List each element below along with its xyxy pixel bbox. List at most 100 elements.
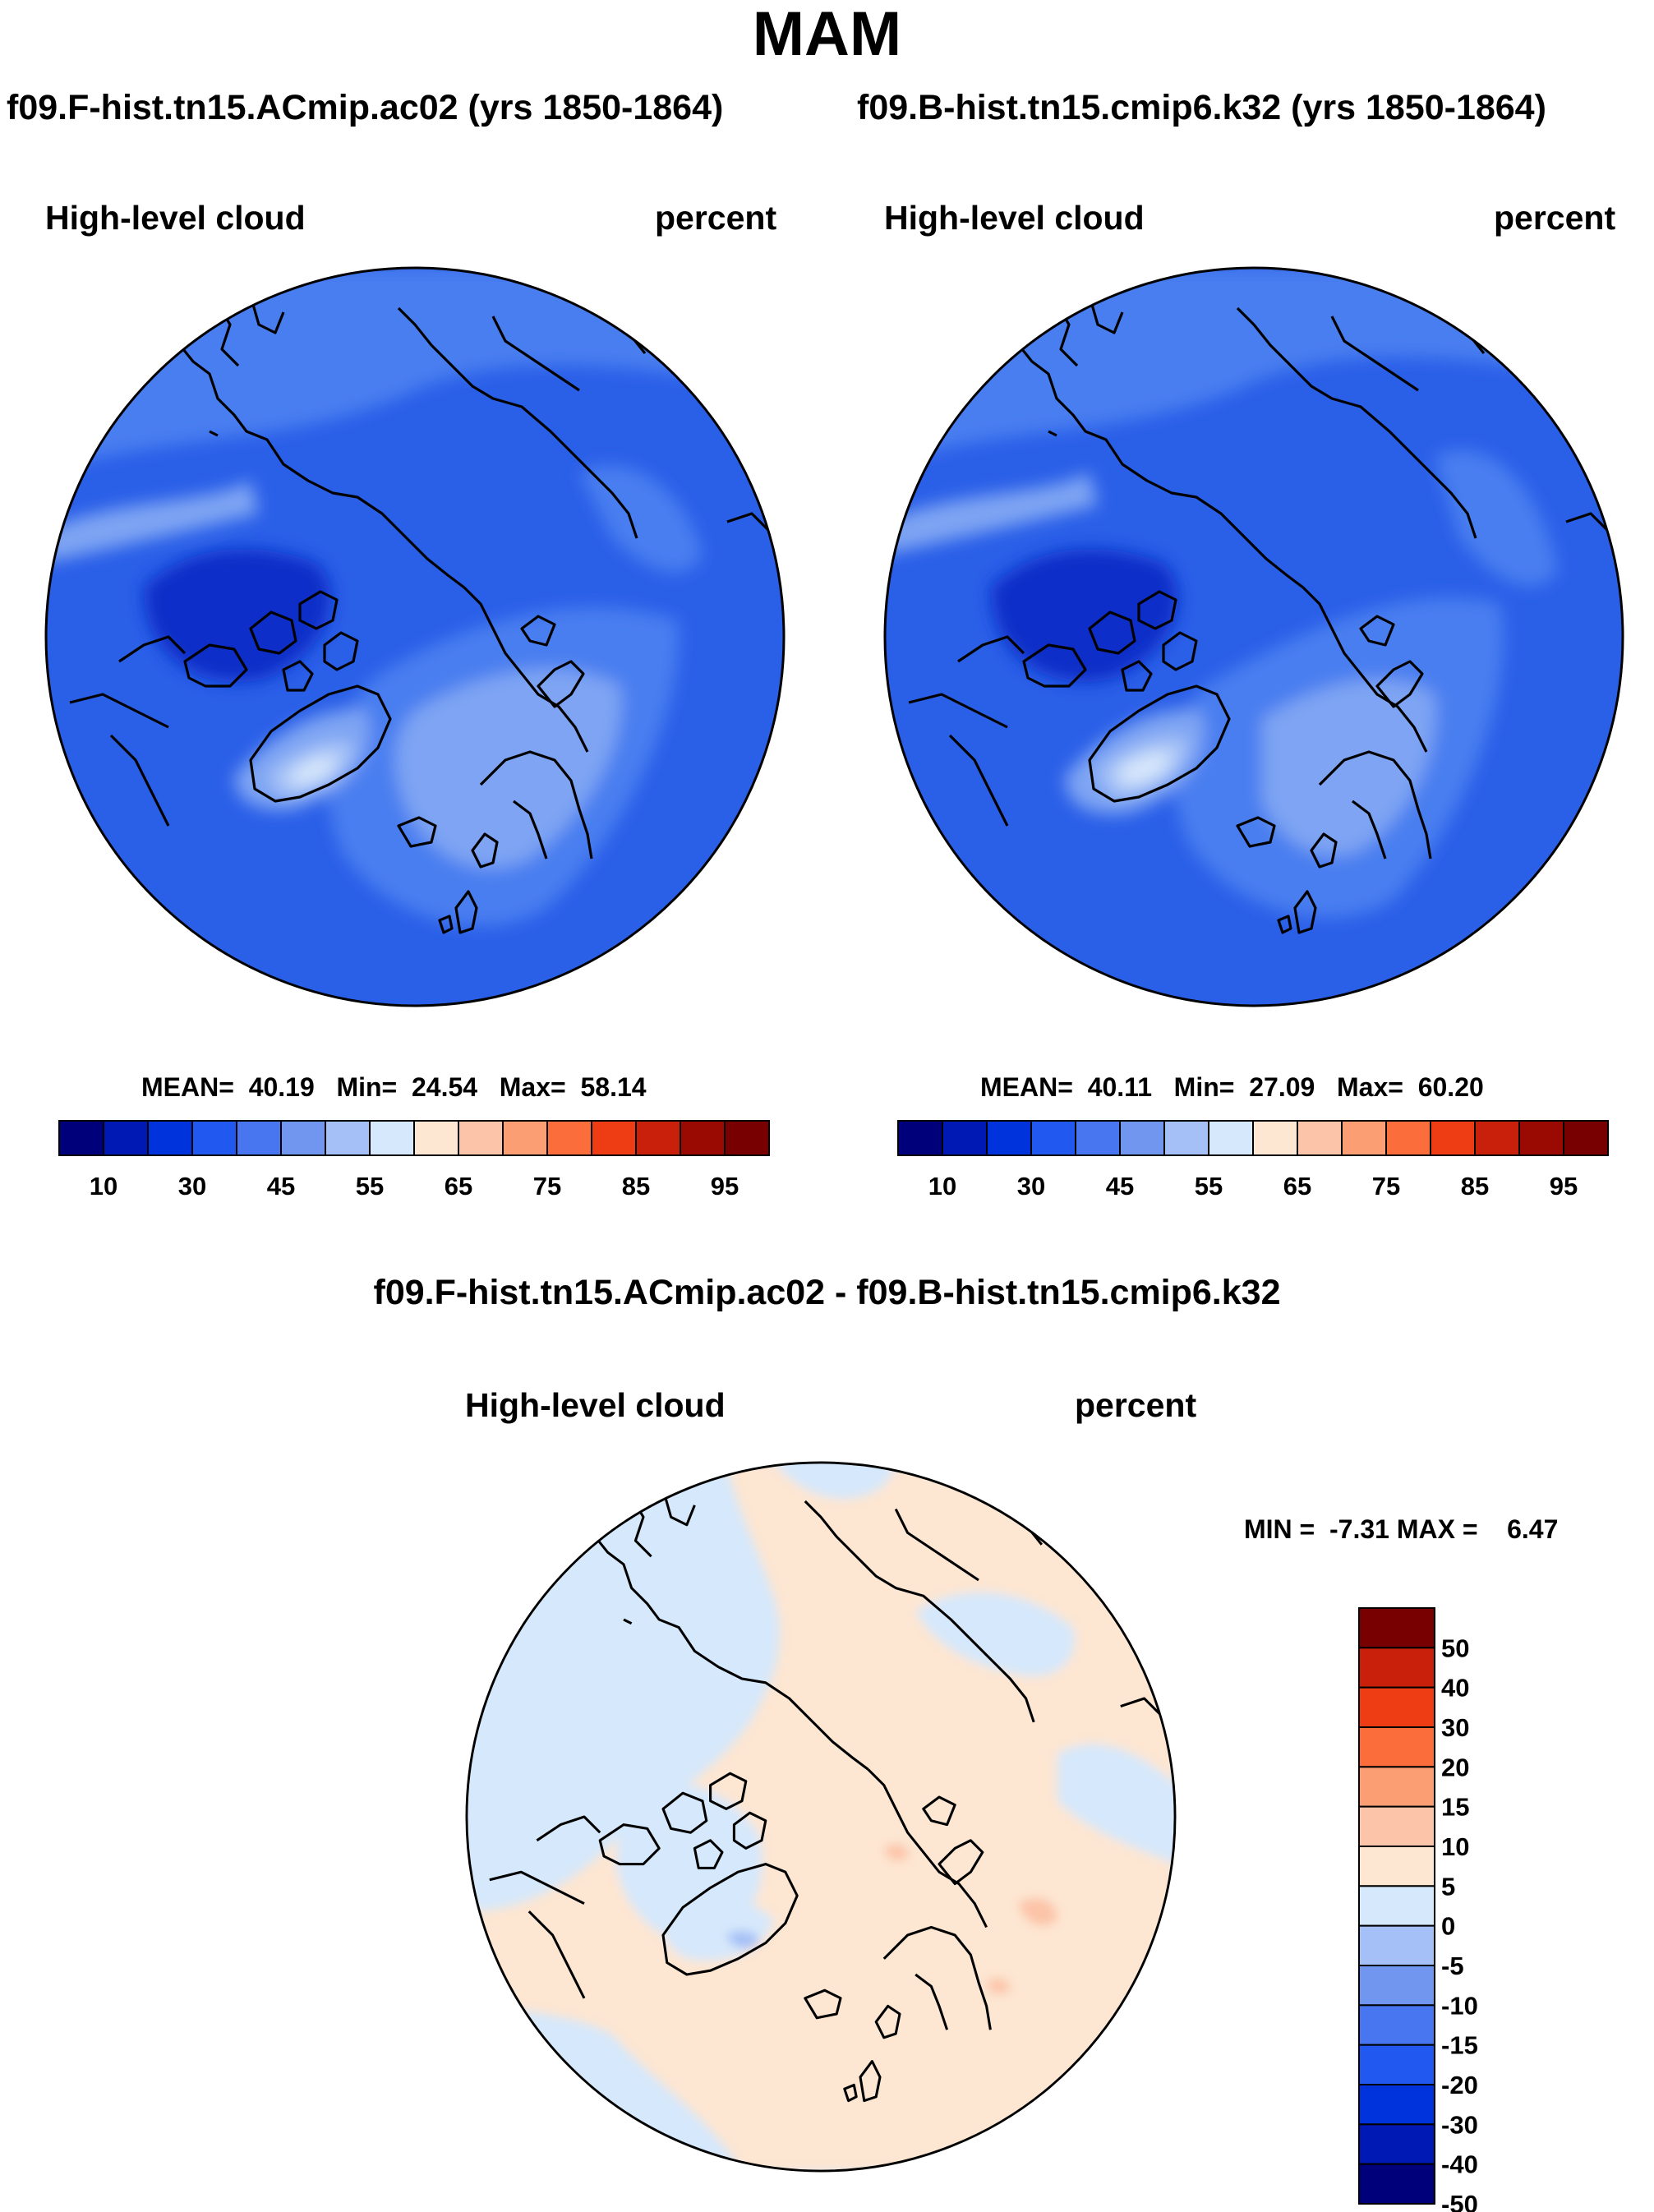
panel-2-stats: MEAN= 40.11 Min= 27.09 Max= 60.20	[980, 1074, 1484, 1100]
difference-colorbar-box-11	[1358, 2044, 1435, 2086]
panel-2-colorbar-tick-label: 95	[1550, 1172, 1578, 1200]
panel-1-max-label: Max=	[499, 1072, 566, 1102]
difference-minmax: MIN = -7.31 MAX = 6.47	[1244, 1514, 1559, 1544]
difference-colorbar-tick-label: 50	[1441, 1634, 1469, 1662]
panel-1-colorbar-tick-label: 65	[445, 1172, 472, 1200]
panel-1-colorbar-box-7	[369, 1120, 415, 1156]
panel-2-variable-label: High-level cloud	[884, 199, 1145, 237]
panel-2-field	[885, 268, 1623, 1006]
panel-1-colorbar-box-4	[236, 1120, 282, 1156]
panel-2-colorbar-box-6	[1163, 1120, 1209, 1156]
difference-colorbar-box-2	[1358, 1686, 1435, 1728]
panel-2-colorbar-box-12	[1430, 1120, 1476, 1156]
panel-2-colorbar-tick-label: 55	[1195, 1172, 1223, 1200]
panel-1-colorbar-tick-label: 30	[178, 1172, 206, 1200]
panel-2-max-label: Max=	[1336, 1072, 1403, 1102]
panel-2-units-label: percent	[1494, 199, 1616, 237]
panel-2-colorbar-tick-label: 45	[1106, 1172, 1134, 1200]
difference-colorbar-box-13	[1358, 2123, 1435, 2165]
panel-2-colorbar-box-7	[1208, 1120, 1254, 1156]
panel-2-polar-map	[883, 266, 1624, 1007]
difference-colorbar-tick-label: -15	[1441, 2031, 1478, 2060]
panel-2-colorbar-box-11	[1385, 1120, 1431, 1156]
difference-colorbar-tick-label: -30	[1441, 2110, 1478, 2139]
figure-title: MAM	[752, 0, 902, 69]
difference-colorbar-tick-label: -20	[1441, 2071, 1478, 2099]
difference-colorbar-box-4	[1358, 1766, 1435, 1808]
panel-2-colorbar-tick-label: 85	[1461, 1172, 1489, 1200]
panel-1-colorbar-box-6	[325, 1120, 371, 1156]
panel-1-colorbar-tick-label: 45	[267, 1172, 295, 1200]
panel-1-colorbar-box-11	[546, 1120, 592, 1156]
panel-2-max-value: 60.20	[1417, 1072, 1484, 1102]
panel-2-colorbar-box-1	[942, 1120, 988, 1156]
panel-1-polar-map	[44, 266, 786, 1007]
difference-colorbar-box-14	[1358, 2163, 1435, 2205]
panel-2-colorbar-box-0	[897, 1120, 943, 1156]
panel-2-min-label: Min=	[1173, 1072, 1235, 1102]
panel-1-colorbar-box-3	[191, 1120, 237, 1156]
panel-1-colorbar-box-10	[502, 1120, 548, 1156]
panel-2-colorbar-tick-label: 75	[1372, 1172, 1400, 1200]
panel-1-colorbar-box-0	[58, 1120, 104, 1156]
panel-1-colorbar-box-9	[458, 1120, 504, 1156]
panel-2-min-value: 27.09	[1249, 1072, 1315, 1102]
panel-1-min-label: Min=	[336, 1072, 398, 1102]
panel-1-colorbar: 10 30 45 55 65 75 85 95	[58, 1120, 770, 1200]
panel-2-colorbar-box-4	[1075, 1120, 1121, 1156]
panel-2-colorbar-box-8	[1252, 1120, 1298, 1156]
panel-2-colorbar-box-5	[1119, 1120, 1165, 1156]
difference-colorbar-box-9	[1358, 1965, 1435, 2007]
panel-2-colorbar-box-14	[1518, 1120, 1564, 1156]
panel-1-colorbar-tick-label: 95	[711, 1172, 739, 1200]
panel-1-colorbar-box-14	[680, 1120, 726, 1156]
panel-2-colorbar-box-9	[1297, 1120, 1343, 1156]
difference-colorbar-box-3	[1358, 1726, 1435, 1768]
difference-colorbar-box-6	[1358, 1846, 1435, 1887]
difference-colorbar-tick-label: -40	[1441, 2150, 1478, 2179]
difference-colorbar-tick-label: 15	[1441, 1793, 1469, 1822]
panel-2-colorbar-box-13	[1474, 1120, 1520, 1156]
difference-colorbar-tick-label: 40	[1441, 1674, 1469, 1703]
panel-2-colorbar-box-10	[1341, 1120, 1387, 1156]
panel-1-colorbar-box-1	[103, 1120, 149, 1156]
panel-2-colorbar: 10 30 45 55 65 75 85 95	[897, 1120, 1609, 1200]
panel-1-mean-value: 40.19	[248, 1072, 315, 1102]
panel-1-colorbar-box-8	[413, 1120, 459, 1156]
difference-colorbar-tick-label: 5	[1441, 1872, 1455, 1901]
panel-1-field	[46, 268, 784, 1006]
difference-field	[466, 1462, 1176, 2172]
panel-1-stats: MEAN= 40.19 Min= 24.54 Max= 58.14	[141, 1074, 647, 1100]
panel-1-colorbar-tick-label: 85	[622, 1172, 650, 1200]
difference-colorbar-box-10	[1358, 2004, 1435, 2046]
panel-2-colorbar-box-15	[1563, 1120, 1609, 1156]
difference-polar-map	[465, 1461, 1177, 2173]
panel-2-mean-label: MEAN=	[980, 1072, 1073, 1102]
panel-2-colorbar-tick-label: 30	[1017, 1172, 1045, 1200]
difference-case-title: f09.F-hist.tn15.ACmip.ac02 - f09.B-hist.…	[373, 1273, 1281, 1312]
panel-1-colorbar-tick-label: 10	[90, 1172, 117, 1200]
difference-colorbar-tick-label: 20	[1441, 1753, 1469, 1781]
panel-1-variable-label: High-level cloud	[45, 199, 306, 237]
panel-2-mean-value: 40.11	[1087, 1072, 1152, 1102]
difference-colorbar-box-12	[1358, 2084, 1435, 2126]
panel-1-colorbar-box-12	[591, 1120, 637, 1156]
panel-2-colorbar-tick-label: 65	[1283, 1172, 1311, 1200]
difference-colorbar-tick-label: 30	[1441, 1713, 1469, 1742]
panel-2-case-title: f09.B-hist.tn15.cmip6.k32 (yrs 1850-1864…	[857, 88, 1546, 127]
panel-1-colorbar-box-15	[724, 1120, 770, 1156]
panel-1-units-label: percent	[655, 199, 777, 237]
difference-colorbar-box-1	[1358, 1647, 1435, 1689]
panel-1-colorbar-box-5	[280, 1120, 326, 1156]
panel-2-colorbar-box-2	[986, 1120, 1032, 1156]
difference-colorbar-tick-label: 10	[1441, 1832, 1469, 1861]
panel-1-colorbar-box-13	[635, 1120, 681, 1156]
panel-1-colorbar-tick-label: 55	[356, 1172, 384, 1200]
difference-colorbar-box-7	[1358, 1885, 1435, 1927]
panel-1-min-value: 24.54	[412, 1072, 478, 1102]
difference-colorbar-box-8	[1358, 1924, 1435, 1966]
panel-2-colorbar-box-3	[1030, 1120, 1076, 1156]
panel-1-colorbar-tick-label: 75	[533, 1172, 561, 1200]
difference-colorbar-box-0	[1358, 1607, 1435, 1649]
